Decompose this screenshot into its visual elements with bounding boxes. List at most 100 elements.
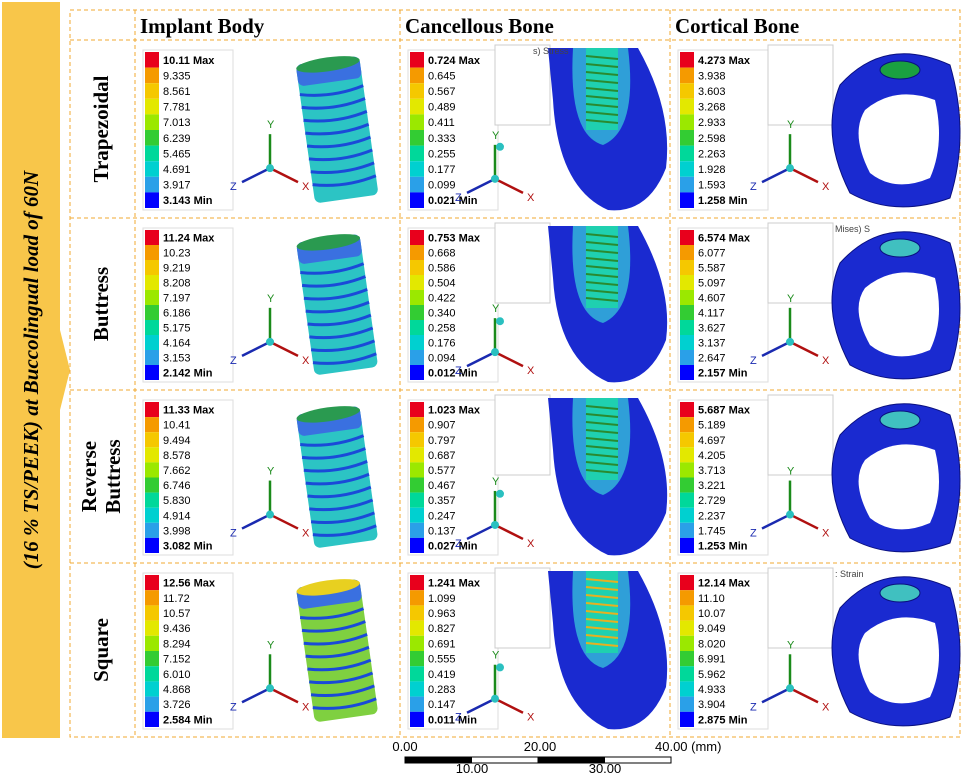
legend-swatch bbox=[680, 130, 694, 146]
legend-value: 7.781 bbox=[163, 102, 191, 114]
legend-swatch bbox=[145, 230, 159, 245]
axis-origin bbox=[491, 521, 499, 529]
legend-value: 6.186 bbox=[163, 308, 191, 320]
cortical-socket bbox=[880, 584, 920, 602]
legend-value: 0.827 bbox=[428, 623, 456, 635]
legend-value: 4.914 bbox=[163, 510, 191, 522]
axis-label: Y bbox=[787, 466, 795, 478]
legend-value: 0.724 Max bbox=[428, 55, 481, 67]
legend-swatch bbox=[410, 636, 424, 651]
fragment-label: : Strain bbox=[835, 569, 864, 579]
legend-swatch bbox=[410, 350, 424, 365]
legend-swatch bbox=[145, 275, 159, 290]
legend-value: 1.099 bbox=[428, 593, 456, 605]
cortical-hole bbox=[859, 272, 939, 356]
legend-value: 8.561 bbox=[163, 86, 191, 98]
legend-swatch bbox=[410, 245, 424, 260]
axis-label: Y bbox=[787, 119, 795, 131]
legend-swatch bbox=[145, 320, 159, 335]
legend-value: 3.938 bbox=[698, 70, 726, 82]
axis-origin bbox=[491, 175, 499, 183]
legend-swatch bbox=[145, 666, 159, 681]
axis-x bbox=[495, 179, 523, 193]
inset bbox=[495, 223, 550, 303]
legend-swatch bbox=[145, 462, 159, 477]
legend-swatch bbox=[145, 605, 159, 620]
legend-swatch bbox=[680, 192, 694, 208]
figure: (16 % TS/PEEK) at Buccolingual load of 6… bbox=[0, 0, 967, 776]
legend-swatch bbox=[680, 114, 694, 130]
legend-swatch bbox=[145, 697, 159, 712]
axis-label: X bbox=[822, 181, 830, 193]
legend-value: 0.567 bbox=[428, 86, 456, 98]
legend-value: 0.467 bbox=[428, 480, 456, 492]
marker bbox=[496, 143, 504, 151]
legend-swatch bbox=[145, 575, 159, 590]
row-label: Reverse bbox=[77, 441, 101, 512]
legend-swatch bbox=[680, 83, 694, 99]
legend-swatch bbox=[410, 478, 424, 493]
legend-swatch bbox=[680, 712, 694, 727]
legend-swatch bbox=[680, 290, 694, 305]
legend-swatch bbox=[410, 275, 424, 290]
marker bbox=[496, 317, 504, 325]
legend-swatch bbox=[145, 590, 159, 605]
axis-label: X bbox=[527, 712, 535, 724]
axis-label: X bbox=[527, 192, 535, 204]
axis-label: Y bbox=[787, 639, 795, 651]
legend-value: 3.603 bbox=[698, 86, 726, 98]
legend-swatch bbox=[145, 146, 159, 162]
legend-swatch bbox=[680, 417, 694, 432]
legend-swatch bbox=[410, 621, 424, 636]
axis-triad: YXZ bbox=[230, 119, 310, 193]
scale-label: 0.00 bbox=[392, 739, 417, 754]
legend-swatch bbox=[680, 575, 694, 590]
legend-value: 8.578 bbox=[163, 450, 191, 462]
legend-swatch bbox=[680, 260, 694, 275]
legend-value: 2.933 bbox=[698, 117, 726, 129]
legend-swatch bbox=[145, 245, 159, 260]
legend-value: 4.691 bbox=[163, 164, 191, 176]
legend-value: 0.137 bbox=[428, 525, 456, 537]
legend-value: 1.928 bbox=[698, 164, 726, 176]
axis-x bbox=[270, 342, 298, 356]
legend-swatch bbox=[680, 493, 694, 508]
axis-z bbox=[242, 688, 270, 702]
legend-swatch bbox=[145, 432, 159, 447]
axis-x bbox=[790, 342, 818, 356]
legend-swatch bbox=[145, 350, 159, 365]
legend-swatch bbox=[410, 590, 424, 605]
legend-swatch bbox=[410, 305, 424, 320]
scale-label: 40.00 (mm) bbox=[655, 739, 721, 754]
legend-value: 3.627 bbox=[698, 323, 726, 335]
legend-value: 0.422 bbox=[428, 293, 456, 305]
axis-label: Z bbox=[455, 538, 462, 550]
legend-value: 8.020 bbox=[698, 638, 726, 650]
axis-origin bbox=[786, 511, 794, 519]
legend-value: 10.07 bbox=[698, 608, 726, 620]
axis-label: Z bbox=[750, 701, 757, 713]
legend-value: 2.584 Min bbox=[163, 714, 213, 726]
legend-value: 5.687 Max bbox=[698, 405, 751, 417]
axis-label: Y bbox=[267, 293, 275, 305]
legend-value: 4.607 bbox=[698, 293, 726, 305]
legend-value: 11.33 Max bbox=[163, 405, 215, 417]
legend-swatch bbox=[680, 697, 694, 712]
legend-swatch bbox=[680, 146, 694, 162]
legend-value: 10.23 bbox=[163, 248, 191, 260]
axis-label: Z bbox=[750, 181, 757, 193]
legend-value: 9.219 bbox=[163, 263, 191, 275]
legend-value: 5.587 bbox=[698, 263, 726, 275]
legend-value: 8.294 bbox=[163, 638, 191, 650]
axis-label: X bbox=[302, 355, 310, 367]
legend-swatch bbox=[410, 462, 424, 477]
legend-swatch bbox=[680, 478, 694, 493]
legend-swatch bbox=[145, 52, 159, 68]
legend-value: 0.147 bbox=[428, 699, 456, 711]
legend-value: 4.164 bbox=[163, 338, 191, 350]
legend-value: 7.662 bbox=[163, 465, 191, 477]
legend-swatch bbox=[680, 305, 694, 320]
legend-value: 10.57 bbox=[163, 608, 191, 620]
legend-swatch bbox=[145, 681, 159, 696]
legend-value: 10.41 bbox=[163, 420, 191, 432]
